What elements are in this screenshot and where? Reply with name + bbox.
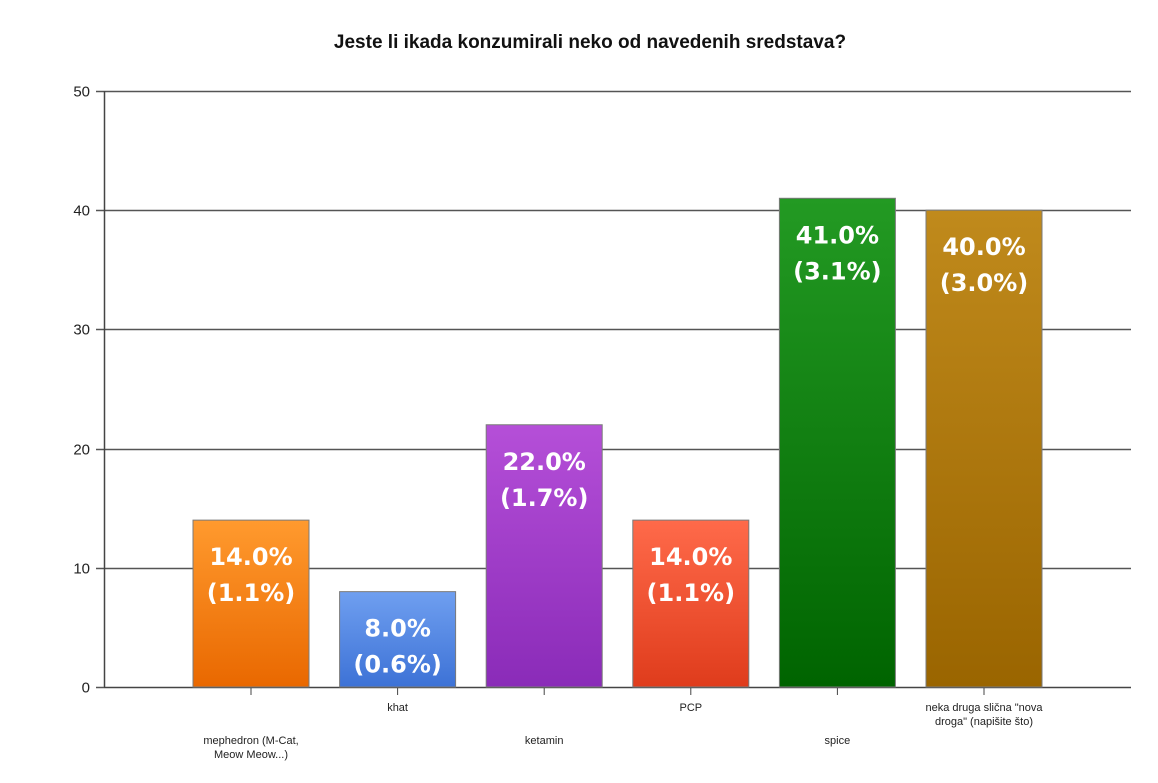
category-label: mephedron (M-Cat, xyxy=(203,735,298,747)
category-label: khat xyxy=(387,702,408,714)
y-tick-label: 40 xyxy=(73,203,90,220)
y-tick-label: 10 xyxy=(73,561,90,578)
bar xyxy=(632,519,750,688)
data-label: 40.0% xyxy=(942,233,1025,261)
data-label: 22.0% xyxy=(503,448,586,476)
bars: 14.0% (1.1%) 8.0% (0.6%) 22.0% (1.7%) 14.0% (1.… xyxy=(192,197,1043,688)
y-tick-label: 20 xyxy=(73,442,90,459)
data-label: 14.0% xyxy=(209,543,292,571)
bar xyxy=(339,591,457,688)
data-label: (0.6%) xyxy=(353,651,442,679)
data-label: 14.0% xyxy=(649,543,732,571)
y-tick-label: 0 xyxy=(82,680,90,697)
data-label: (3.0%) xyxy=(940,269,1029,297)
y-tick-label: 30 xyxy=(73,322,90,339)
category-label: PCP xyxy=(679,702,702,714)
y-tick-labels: 0 10 20 30 40 50 xyxy=(73,84,90,697)
data-label: (1.7%) xyxy=(500,484,589,512)
chart-title: Jeste li ikada konzumirali neko od naved… xyxy=(334,32,846,53)
data-label: (1.1%) xyxy=(207,579,296,607)
category-labels: mephedron (M-Cat, Meow Meow...) khat ketami… xyxy=(203,702,1043,761)
data-label: 41.0% xyxy=(796,221,879,249)
category-label: neka druga slična "nova xyxy=(925,702,1043,714)
category-label: spice xyxy=(825,735,851,747)
bar xyxy=(192,519,310,688)
category-label: droga" (napišite što) xyxy=(935,716,1033,728)
bar xyxy=(485,424,603,688)
category-label: Meow Meow...) xyxy=(214,749,288,761)
category-label: ketamin xyxy=(525,735,564,747)
data-label: (1.1%) xyxy=(647,579,736,607)
y-tick-label: 50 xyxy=(73,84,90,101)
data-label: (3.1%) xyxy=(793,257,882,285)
bar xyxy=(925,209,1043,688)
data-label: 8.0% xyxy=(364,615,431,643)
bar xyxy=(778,197,896,688)
